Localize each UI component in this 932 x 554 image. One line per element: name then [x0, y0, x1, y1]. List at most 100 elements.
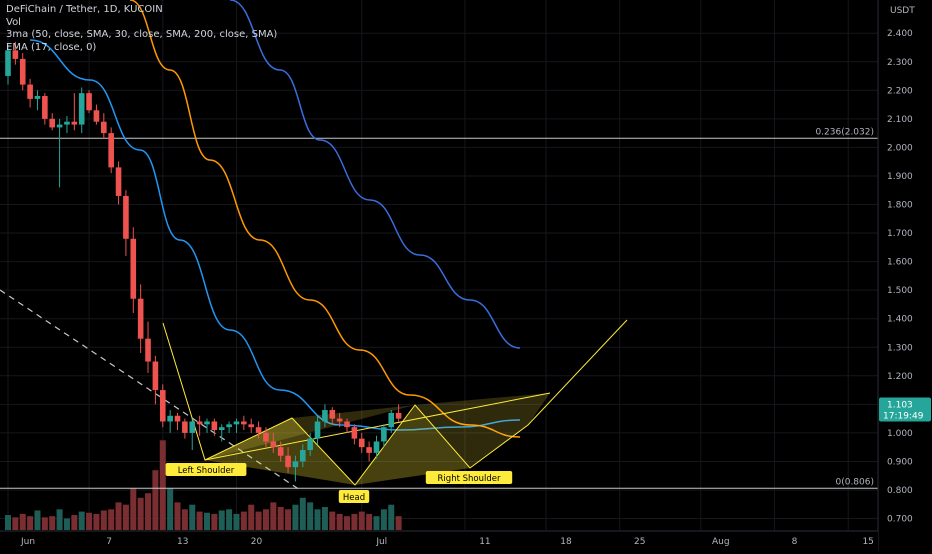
volume-bar — [226, 509, 233, 530]
price-tick-label: 2.200 — [887, 86, 913, 96]
volume-bar — [336, 513, 343, 530]
candle-body — [248, 424, 255, 428]
volume-bar — [329, 511, 336, 530]
volume-bar — [321, 507, 328, 530]
neckline[interactable] — [204, 392, 551, 461]
volume-bar — [159, 440, 166, 530]
time-axis-bg — [0, 531, 878, 550]
price-tick-label: 1.000 — [887, 429, 913, 439]
pattern-label[interactable]: Head — [343, 493, 365, 503]
candle-body — [115, 167, 122, 196]
candle-body — [344, 421, 350, 428]
price-axis[interactable]: USDT 2.400 2.300 2.200 2.100 2.000 1.900 1.800 1… — [877, 0, 932, 550]
volume-bar — [100, 510, 107, 530]
candle-body — [19, 58, 26, 85]
candle-body — [42, 96, 48, 119]
volume-bar — [34, 510, 41, 530]
volume-bar — [307, 502, 314, 530]
volume-bar — [130, 488, 137, 530]
volume-bar — [218, 510, 225, 530]
candle-body — [277, 447, 284, 456]
bar-countdown: 17:19:49 — [883, 411, 924, 421]
descending-trendline[interactable] — [0, 289, 301, 491]
price-tick-label: 1.200 — [887, 372, 913, 382]
candle-body — [71, 121, 78, 125]
pattern-label[interactable]: Left Shoulder — [178, 466, 235, 476]
candle-body — [130, 238, 137, 299]
time-tick-label: 15 — [862, 537, 873, 547]
pattern-label[interactable]: Right Shoulder — [438, 474, 501, 484]
candle-body — [101, 121, 107, 134]
candle-body — [93, 110, 100, 122]
candle-body — [285, 455, 291, 468]
candle-body — [137, 298, 144, 339]
volume-bar — [189, 504, 196, 530]
volume-bar — [203, 512, 210, 530]
time-tick-label: Jul — [375, 537, 387, 547]
volume-bar — [63, 518, 70, 530]
candle-body — [351, 427, 358, 439]
candle-body — [174, 415, 181, 422]
candle-body — [56, 124, 63, 128]
candle-body — [314, 421, 321, 439]
sma30-line — [129, 0, 521, 438]
volume-bar — [181, 509, 188, 530]
volume-bar — [344, 516, 351, 530]
price-tick-label: 1.400 — [887, 315, 913, 325]
volume-bar — [27, 516, 34, 530]
candle-body — [358, 438, 365, 448]
candle-body — [255, 427, 262, 433]
candle-body — [226, 424, 232, 428]
pattern-fill-neck — [205, 393, 550, 468]
sma50-line — [29, 39, 521, 431]
volume-bar — [380, 509, 387, 530]
candle-body — [123, 195, 129, 239]
pattern-label-bg[interactable] — [338, 490, 370, 503]
time-tick-label: Aug — [712, 537, 730, 547]
candle-body — [182, 421, 188, 433]
price-tick-label: 1.300 — [887, 343, 913, 353]
volume-bar — [314, 509, 321, 530]
volume-bar — [71, 515, 78, 530]
time-tick-label: 8 — [792, 537, 798, 547]
time-tick-label: Jun — [20, 537, 35, 547]
candles — [5, 41, 402, 482]
pattern-labels[interactable]: Left Shoulder Head Right Shoulder — [165, 463, 513, 503]
time-tick-label: 13 — [177, 537, 188, 547]
pattern-path[interactable] — [162, 319, 628, 486]
last-price-badge[interactable] — [879, 397, 931, 422]
volume-bar — [358, 511, 365, 530]
candle-body — [366, 447, 372, 453]
volume-bar — [196, 511, 203, 530]
volume-bar — [262, 509, 269, 530]
pattern-label-bg[interactable] — [425, 471, 513, 484]
volume-bar — [122, 504, 129, 530]
candle-body — [218, 427, 225, 431]
pattern-label-bg[interactable] — [165, 463, 247, 476]
candle-body — [204, 421, 210, 425]
candle-body — [336, 418, 343, 422]
time-tick-label: 25 — [634, 537, 645, 547]
volume-bar — [108, 509, 115, 530]
candle-body — [381, 427, 387, 442]
head-shoulders-pattern[interactable] — [162, 319, 628, 486]
volume-bar — [292, 504, 299, 530]
price-tick-label: 2.300 — [887, 58, 913, 68]
candle-body — [86, 93, 92, 111]
trend-line[interactable] — [0, 289, 301, 491]
volume-bar — [233, 513, 240, 530]
time-axis[interactable]: Jun 7 13 20 Jul 11 18 25 Aug 8 15 — [0, 530, 878, 550]
candle-body — [263, 432, 269, 442]
price-tick-label: 1.900 — [887, 172, 913, 182]
last-price-value: 1.103 — [887, 400, 913, 410]
candle-body — [322, 410, 328, 422]
volume-bar — [373, 516, 380, 530]
candle-body — [49, 118, 56, 128]
volume-bar — [19, 513, 26, 530]
candle-body — [211, 421, 218, 431]
fib-levels[interactable]: 0.236(2.032) 0(0.806) — [0, 127, 878, 489]
currency-label: USDT — [890, 6, 915, 16]
time-tick-label: 18 — [560, 537, 572, 547]
